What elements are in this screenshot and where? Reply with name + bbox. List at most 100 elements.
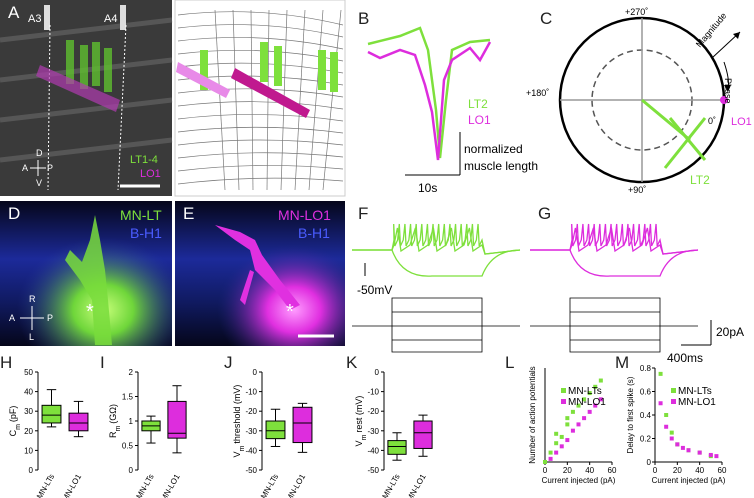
y-tick-label: 20 xyxy=(24,427,33,436)
point xyxy=(559,444,564,449)
scale-label: 10s xyxy=(418,181,437,195)
outline xyxy=(232,9,240,191)
y-tick-label: 0 xyxy=(253,368,258,377)
panel-e: E MN-LO1 B-H1 * xyxy=(175,201,345,346)
x-tick-label: MN-LO1 xyxy=(60,472,83,498)
y-tick-label: 0.2 xyxy=(640,435,652,444)
legend-label: MN-LTs xyxy=(678,386,712,397)
legend-swatch xyxy=(671,388,676,393)
legend: LO1 xyxy=(468,113,491,127)
point xyxy=(593,403,598,408)
label: MN-LO1 xyxy=(278,207,331,223)
scale-label: 20pA xyxy=(716,325,744,339)
y-tick-label: 30 xyxy=(24,407,33,416)
y-tick-label: -20 xyxy=(245,407,257,416)
y-tick-label: 0 xyxy=(647,458,652,467)
panel-letter: F xyxy=(358,204,368,223)
x-tick-label: MN-LTs xyxy=(134,473,155,498)
y-tick-label: 10 xyxy=(24,446,33,455)
x-tick-label: MN-LO1 xyxy=(284,472,307,498)
point xyxy=(576,403,581,408)
legend-swatch xyxy=(561,399,566,404)
panel-letter: J xyxy=(224,353,233,372)
outline xyxy=(177,126,344,134)
outline xyxy=(177,165,344,172)
y-tick-label: -30 xyxy=(245,427,257,436)
panel-c: C +270˚ +180˚ +90˚ 0˚ LO1 LT2 Magnitude … xyxy=(526,7,752,195)
legend: LT1-4 xyxy=(130,154,158,166)
angle-label: +180˚ xyxy=(526,88,549,98)
outline xyxy=(308,9,324,191)
point xyxy=(576,422,581,427)
y-tick-label: -30 xyxy=(367,427,379,436)
legend-swatch xyxy=(561,388,566,393)
point xyxy=(587,391,592,396)
y-axis-label-part: m xyxy=(15,424,22,430)
x-tick-label: MN-LO1 xyxy=(405,472,428,498)
outline xyxy=(177,101,344,110)
point xyxy=(680,445,685,450)
panel-letter: B xyxy=(358,9,369,28)
legend: LT2 xyxy=(690,173,710,187)
scale-label: normalized xyxy=(464,142,523,156)
outline xyxy=(322,9,342,191)
point xyxy=(548,450,553,455)
x-tick-label: MN-LTs xyxy=(259,473,280,498)
angle-label: +90˚ xyxy=(628,185,646,195)
outline xyxy=(214,9,226,191)
y-tick-label: -50 xyxy=(367,466,379,475)
point xyxy=(697,450,702,455)
y-tick-label: -20 xyxy=(367,407,379,416)
x-axis-label: Current injected (pA) xyxy=(542,476,616,485)
panel-letter: G xyxy=(538,204,551,223)
outline xyxy=(177,37,344,50)
panel-letter: H xyxy=(0,353,12,372)
point xyxy=(587,409,592,414)
stim xyxy=(530,297,698,353)
panel-d: D MN-LT B-H1 * R A P L xyxy=(0,201,172,346)
legend: LO1 xyxy=(140,168,161,180)
angle-label: 0˚ xyxy=(708,116,716,126)
label: A4 xyxy=(104,13,117,25)
trace xyxy=(530,227,699,255)
panel-b: B LT2 LO1 normalized muscle length 10s xyxy=(358,9,538,195)
y-tick-label: 40 xyxy=(24,388,33,397)
angle-label: +270˚ xyxy=(625,7,648,17)
legend: LT2 xyxy=(468,97,488,111)
y-tick-label: 0 xyxy=(375,368,380,377)
compass: L xyxy=(29,332,34,342)
x-tick-label: MN-LTs xyxy=(380,473,401,498)
x-tick-label: 0 xyxy=(543,466,548,475)
scale-label: -50mV xyxy=(357,283,392,297)
panel-letter: E xyxy=(183,204,194,223)
panel-letter: K xyxy=(346,353,358,372)
outline xyxy=(177,11,344,26)
point xyxy=(570,409,575,414)
point xyxy=(554,450,559,455)
y-tick-label: 1 xyxy=(129,417,134,426)
panel-letter: L xyxy=(505,353,514,372)
label: * xyxy=(86,301,94,323)
point xyxy=(565,438,570,443)
stim xyxy=(352,297,520,353)
panel-letter: C xyxy=(540,9,552,28)
compass: D xyxy=(36,148,43,158)
y-axis-label-part: threshold (mV) xyxy=(232,385,242,444)
outline xyxy=(294,9,306,191)
label: * xyxy=(286,301,294,323)
arrow-label: Magnitude xyxy=(694,11,729,50)
outline xyxy=(250,9,254,191)
point xyxy=(669,430,674,435)
box xyxy=(41,404,62,424)
y-tick-label: 0 xyxy=(129,466,134,475)
box xyxy=(68,412,89,432)
label: A3 xyxy=(28,13,41,25)
compass: R xyxy=(29,294,36,304)
trace xyxy=(352,249,521,277)
y-tick-label: 0.6 xyxy=(640,388,652,397)
y-tick-label: 1.5 xyxy=(122,393,134,402)
y-tick-label: -40 xyxy=(367,446,379,455)
y-axis-label-part: V xyxy=(232,451,242,457)
y-tick-label: -10 xyxy=(245,388,257,397)
point xyxy=(658,401,663,406)
